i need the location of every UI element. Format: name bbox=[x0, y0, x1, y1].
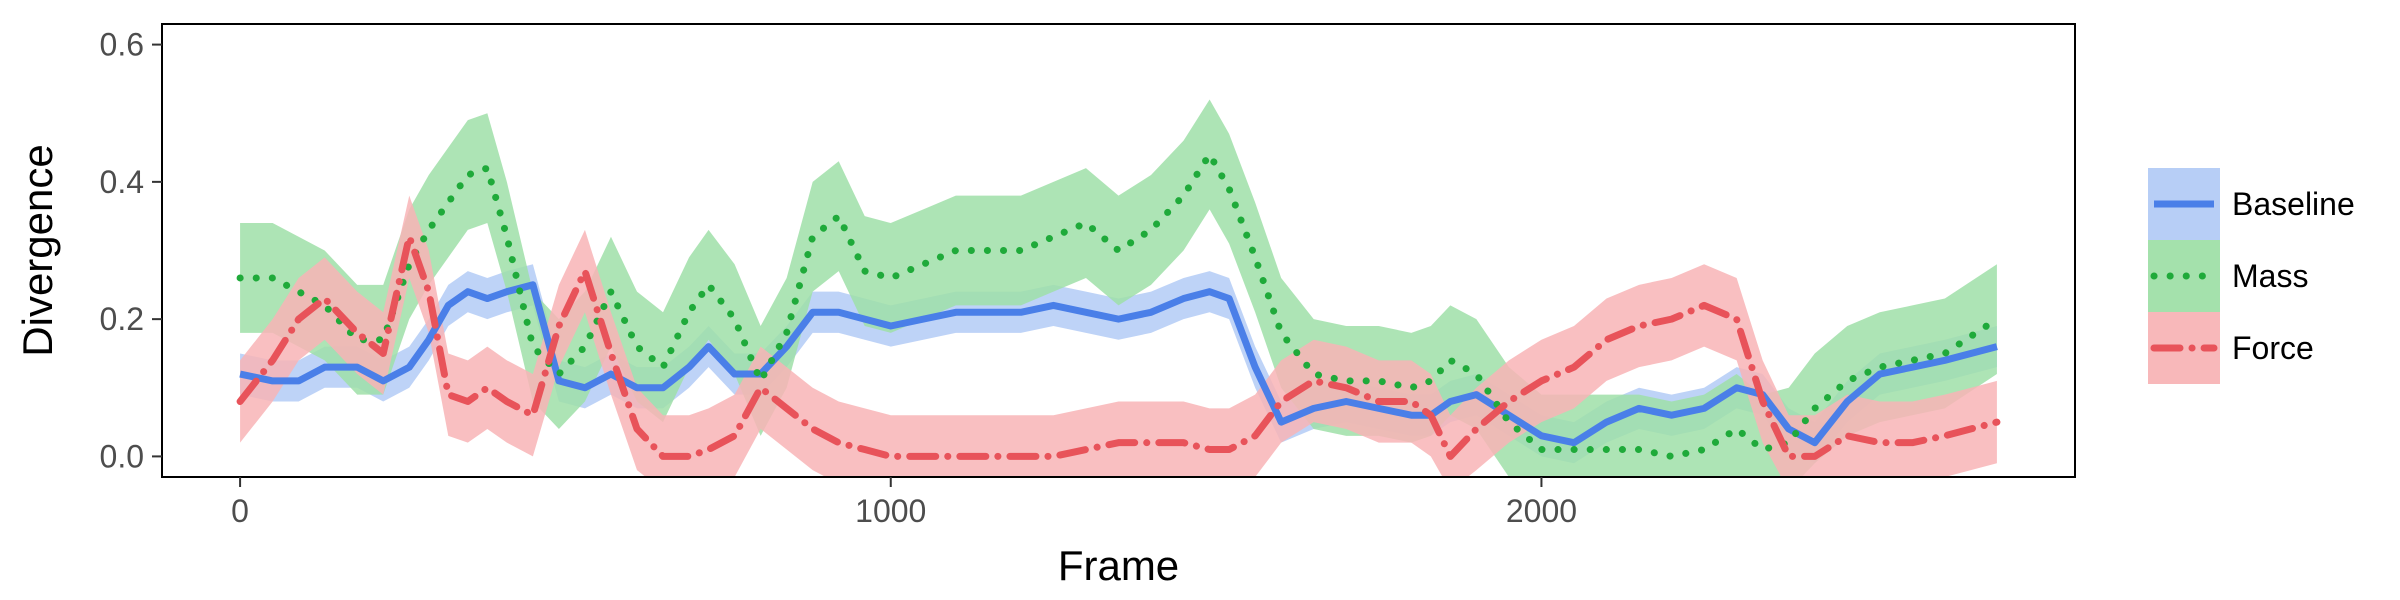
series-lines bbox=[236, 150, 2001, 460]
legend-item-baseline: Baseline bbox=[2148, 168, 2355, 240]
legend-label: Baseline bbox=[2232, 186, 2355, 222]
x-tick-label: 0 bbox=[231, 493, 249, 529]
y-tick-label: 0.4 bbox=[100, 164, 144, 200]
band-force bbox=[240, 195, 1997, 477]
x-axis-title: Frame bbox=[1058, 542, 1179, 589]
plot-panel-border bbox=[161, 23, 2076, 478]
legend-item-mass: Mass bbox=[2148, 240, 2308, 312]
y-axis: 0.0 0.2 0.4 0.6 bbox=[100, 27, 162, 474]
legend: Baseline Mass Force bbox=[2148, 168, 2355, 384]
legend-label: Mass bbox=[2232, 258, 2308, 294]
y-tick-label: 0.0 bbox=[100, 438, 144, 474]
y-tick-label: 0.6 bbox=[100, 27, 144, 63]
x-tick-label: 1000 bbox=[855, 493, 926, 529]
band-mass bbox=[240, 99, 1997, 477]
legend-label: Force bbox=[2232, 330, 2314, 366]
legend-item-force: Force bbox=[2148, 312, 2314, 384]
y-tick-label: 0.2 bbox=[100, 301, 144, 337]
x-axis: 0 1000 2000 bbox=[231, 477, 1577, 529]
x-tick-label: 2000 bbox=[1506, 493, 1577, 529]
line-force bbox=[236, 233, 2001, 460]
confidence-bands bbox=[240, 99, 1997, 477]
y-axis-title: Divergence bbox=[14, 144, 61, 356]
